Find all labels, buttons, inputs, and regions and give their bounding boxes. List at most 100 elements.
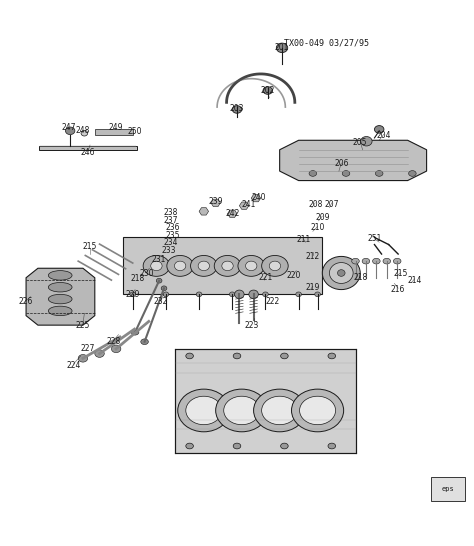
- Ellipse shape: [263, 292, 268, 296]
- Ellipse shape: [141, 339, 148, 345]
- Ellipse shape: [329, 263, 353, 283]
- Ellipse shape: [48, 271, 72, 280]
- Text: 212: 212: [306, 252, 320, 261]
- Polygon shape: [280, 140, 427, 181]
- Polygon shape: [199, 207, 209, 215]
- Ellipse shape: [163, 292, 169, 296]
- Text: 221: 221: [258, 273, 273, 282]
- Text: 218: 218: [130, 274, 145, 283]
- Ellipse shape: [186, 353, 193, 359]
- Ellipse shape: [342, 170, 350, 176]
- Ellipse shape: [186, 396, 222, 425]
- Ellipse shape: [269, 261, 281, 271]
- Text: 238: 238: [164, 208, 178, 217]
- Text: 202: 202: [261, 86, 275, 95]
- Ellipse shape: [249, 290, 258, 299]
- Text: 226: 226: [19, 297, 33, 306]
- Text: TX00-049 03/27/95: TX00-049 03/27/95: [284, 38, 369, 48]
- Text: 215: 215: [393, 269, 408, 278]
- Ellipse shape: [174, 261, 186, 271]
- Text: 230: 230: [140, 269, 154, 277]
- Ellipse shape: [131, 329, 139, 335]
- Ellipse shape: [300, 396, 336, 425]
- Ellipse shape: [167, 256, 193, 276]
- Polygon shape: [39, 146, 137, 150]
- Text: 251: 251: [367, 234, 382, 244]
- Text: 222: 222: [265, 297, 280, 306]
- FancyBboxPatch shape: [431, 477, 465, 501]
- Ellipse shape: [322, 257, 360, 289]
- Text: 242: 242: [225, 209, 239, 218]
- Ellipse shape: [186, 443, 193, 449]
- Ellipse shape: [281, 443, 288, 449]
- Polygon shape: [26, 268, 95, 325]
- Ellipse shape: [393, 258, 401, 264]
- FancyBboxPatch shape: [175, 349, 356, 453]
- Text: 248: 248: [76, 126, 90, 135]
- Ellipse shape: [216, 389, 268, 432]
- Text: 218: 218: [353, 273, 367, 282]
- Ellipse shape: [281, 353, 288, 359]
- Text: 240: 240: [251, 193, 265, 201]
- Ellipse shape: [191, 256, 217, 276]
- Ellipse shape: [262, 256, 288, 276]
- Text: 214: 214: [408, 276, 422, 284]
- Ellipse shape: [156, 278, 162, 283]
- Text: 204: 204: [377, 131, 391, 140]
- Ellipse shape: [222, 261, 233, 271]
- Text: 234: 234: [164, 238, 178, 247]
- Polygon shape: [251, 194, 261, 202]
- Ellipse shape: [233, 443, 241, 449]
- Text: 216: 216: [391, 285, 405, 294]
- Text: 247: 247: [62, 122, 76, 132]
- Ellipse shape: [224, 396, 260, 425]
- Ellipse shape: [362, 258, 370, 264]
- Ellipse shape: [375, 170, 383, 176]
- Text: 227: 227: [81, 345, 95, 353]
- Ellipse shape: [196, 292, 202, 296]
- Text: 206: 206: [334, 159, 348, 169]
- Text: 223: 223: [244, 321, 258, 330]
- Ellipse shape: [296, 292, 301, 296]
- Ellipse shape: [246, 261, 257, 271]
- Ellipse shape: [235, 290, 244, 299]
- Text: 210: 210: [310, 223, 325, 233]
- Ellipse shape: [178, 389, 230, 432]
- Ellipse shape: [48, 294, 72, 304]
- Text: 239: 239: [209, 198, 223, 206]
- Ellipse shape: [328, 353, 336, 359]
- Ellipse shape: [309, 170, 317, 176]
- Ellipse shape: [328, 443, 336, 449]
- Text: 209: 209: [315, 213, 329, 222]
- Text: 219: 219: [306, 283, 320, 292]
- FancyBboxPatch shape: [95, 129, 133, 135]
- Text: 235: 235: [166, 230, 180, 240]
- Ellipse shape: [229, 292, 235, 296]
- Polygon shape: [239, 202, 249, 209]
- Text: 231: 231: [152, 255, 166, 264]
- Ellipse shape: [65, 127, 75, 135]
- Ellipse shape: [48, 282, 72, 292]
- Ellipse shape: [276, 43, 288, 52]
- Text: 207: 207: [325, 200, 339, 209]
- Ellipse shape: [143, 256, 170, 276]
- Ellipse shape: [337, 270, 345, 276]
- Ellipse shape: [81, 130, 88, 136]
- Polygon shape: [123, 238, 322, 294]
- Text: eps: eps: [442, 486, 454, 491]
- Ellipse shape: [352, 258, 359, 264]
- Ellipse shape: [95, 350, 104, 358]
- Ellipse shape: [232, 106, 242, 113]
- Text: 224: 224: [66, 361, 81, 370]
- Text: 203: 203: [230, 104, 244, 113]
- Ellipse shape: [262, 396, 298, 425]
- Text: 205: 205: [353, 138, 367, 147]
- Text: 233: 233: [161, 246, 175, 255]
- Ellipse shape: [111, 345, 121, 353]
- Ellipse shape: [409, 170, 416, 176]
- Text: 211: 211: [296, 235, 310, 244]
- Ellipse shape: [238, 256, 264, 276]
- Ellipse shape: [48, 306, 72, 316]
- Ellipse shape: [361, 136, 372, 146]
- Polygon shape: [211, 199, 220, 206]
